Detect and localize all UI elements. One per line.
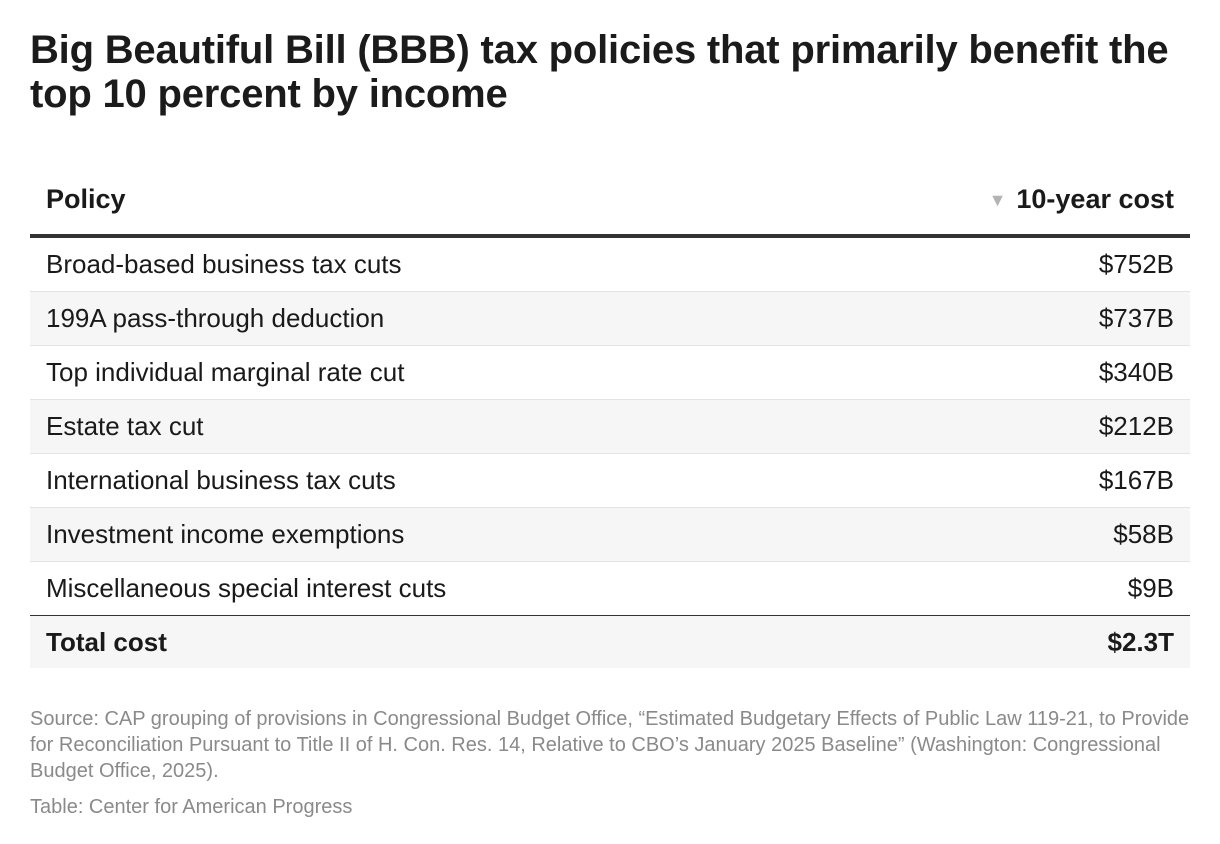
policy-cell: Estate tax cut — [30, 399, 802, 454]
table-body: Broad-based business tax cuts $752B 199A p… — [30, 236, 1190, 616]
policy-cell: International business tax cuts — [30, 453, 802, 508]
table-credit: Table: Center for American Progress — [30, 796, 353, 818]
column-header-cost[interactable]: ▼ 10-year cost — [801, 164, 1190, 238]
chart-container: Big Beautiful Bill (BBB) tax policies th… — [30, 28, 1190, 820]
cost-cell: $752B — [801, 236, 1190, 292]
column-header-policy[interactable]: Policy — [30, 164, 802, 238]
policy-cell: Broad-based business tax cuts — [30, 236, 802, 292]
chart-notes: Source: CAP grouping of provisions in Co… — [30, 706, 1190, 820]
cost-cell: $340B — [801, 345, 1190, 400]
table-row: Broad-based business tax cuts $752B — [30, 236, 1190, 292]
table-row: Top individual marginal rate cut $340B — [30, 345, 1190, 400]
cost-cell: $58B — [801, 507, 1190, 562]
policy-cell: Investment income exemptions — [30, 507, 802, 562]
cost-cell: $212B — [801, 399, 1190, 454]
total-label: Total cost — [30, 615, 802, 668]
table-header-row: Policy ▼ 10-year cost — [30, 164, 1190, 238]
policy-cell: 199A pass-through deduction — [30, 291, 802, 346]
total-row: Total cost $2.3T — [30, 615, 1190, 668]
cost-cell: $167B — [801, 453, 1190, 508]
total-cost: $2.3T — [801, 615, 1190, 668]
sort-descending-icon[interactable]: ▼ — [988, 189, 1007, 210]
cost-cell: $737B — [801, 291, 1190, 346]
cost-table: Policy ▼ 10-year cost Broad-based busines… — [30, 164, 1190, 668]
cost-cell: $9B — [801, 561, 1190, 616]
table-row: Miscellaneous special interest cuts $9B — [30, 561, 1190, 616]
table-row: Estate tax cut $212B — [30, 399, 1190, 454]
chart-title: Big Beautiful Bill (BBB) tax policies th… — [30, 28, 1169, 116]
table-row: Investment income exemptions $58B — [30, 507, 1190, 562]
source-note: Source: CAP grouping of provisions in Co… — [30, 708, 1190, 782]
policy-cell: Top individual marginal rate cut — [30, 345, 802, 400]
column-header-cost-label: 10-year cost — [1016, 183, 1174, 214]
policy-cell: Miscellaneous special interest cuts — [30, 561, 802, 616]
table-row: International business tax cuts $167B — [30, 453, 1190, 508]
table-row: 199A pass-through deduction $737B — [30, 291, 1190, 346]
